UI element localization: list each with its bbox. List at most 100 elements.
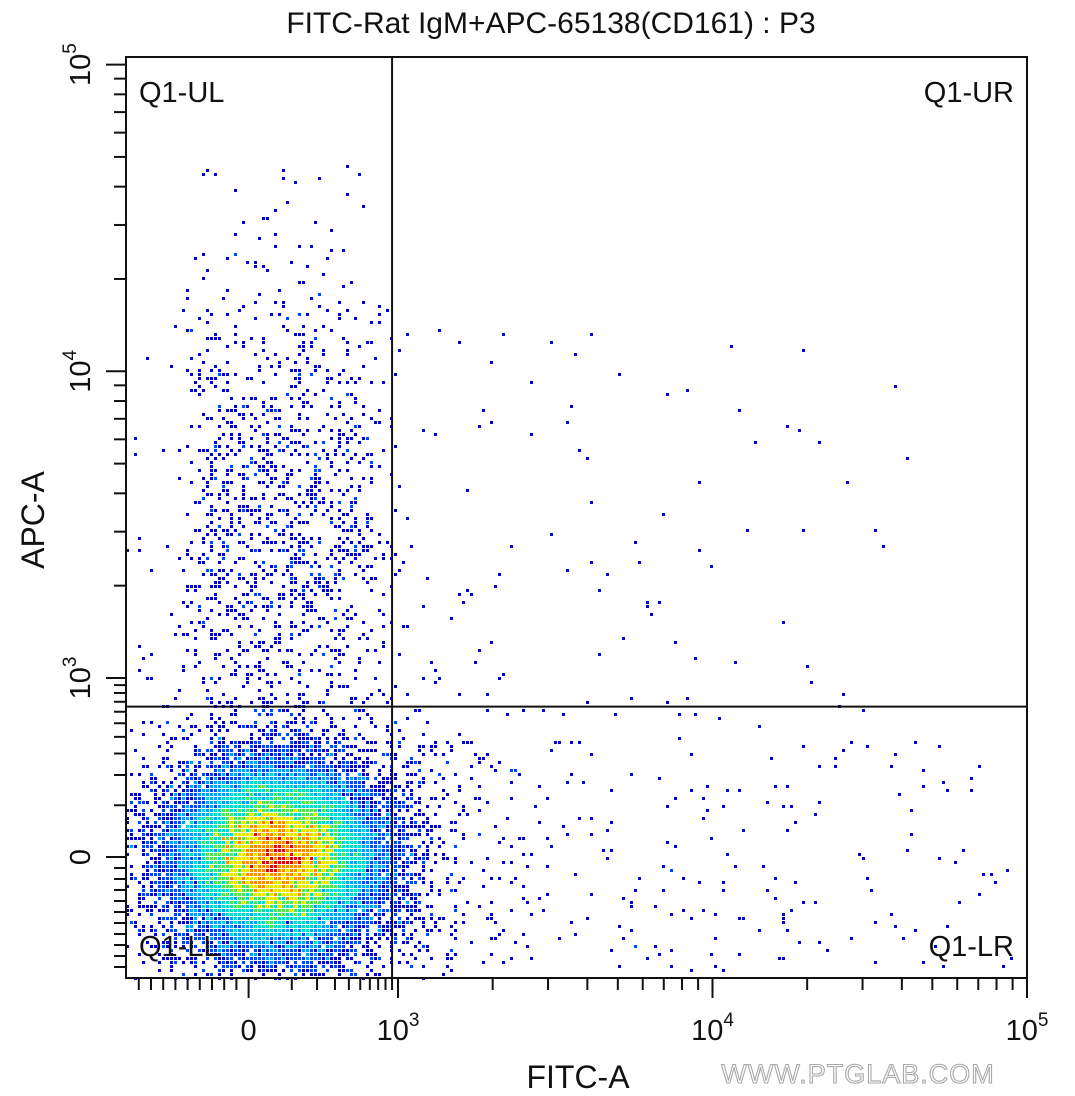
event-bin <box>222 749 225 752</box>
event-bin <box>394 913 397 916</box>
event-bin <box>802 529 805 532</box>
event-bin <box>202 361 205 364</box>
event-bin <box>338 685 341 688</box>
event-bin <box>194 653 197 656</box>
event-bin <box>362 809 365 812</box>
event-bin <box>330 717 333 720</box>
event-bin <box>306 877 309 880</box>
event-bin <box>366 521 369 524</box>
event-bin <box>354 953 357 956</box>
event-bin <box>306 401 309 404</box>
event-bin <box>306 773 309 776</box>
event-bin <box>322 825 325 828</box>
event-bin <box>318 881 321 884</box>
event-bin <box>230 909 233 912</box>
event-bin <box>310 781 313 784</box>
event-bin <box>450 889 453 892</box>
event-bin <box>314 845 317 848</box>
event-bin <box>158 885 161 888</box>
event-bin <box>270 817 273 820</box>
event-bin <box>238 765 241 768</box>
event-bin <box>358 861 361 864</box>
event-bin <box>198 449 201 452</box>
event-bin <box>190 733 193 736</box>
event-bin <box>910 809 913 812</box>
event-bin <box>302 537 305 540</box>
event-bin <box>278 957 281 960</box>
event-bin <box>418 745 421 748</box>
event-bin <box>246 797 249 800</box>
event-bin <box>342 949 345 952</box>
event-bin <box>302 693 305 696</box>
event-bin <box>186 929 189 932</box>
event-bin <box>166 813 169 816</box>
event-bin <box>138 801 141 804</box>
event-bin <box>154 933 157 936</box>
event-bin <box>238 781 241 784</box>
event-bin <box>182 809 185 812</box>
event-bin <box>370 917 373 920</box>
event-bin <box>198 849 201 852</box>
event-bin <box>234 849 237 852</box>
event-bin <box>218 717 221 720</box>
event-bin <box>198 753 201 756</box>
event-bin <box>190 865 193 868</box>
event-bin <box>214 445 217 448</box>
event-bin <box>370 837 373 840</box>
event-bin <box>190 785 193 788</box>
event-bin <box>322 853 325 856</box>
event-bin <box>318 757 321 760</box>
event-bin <box>386 885 389 888</box>
event-bin <box>158 869 161 872</box>
event-bin <box>242 509 245 512</box>
event-bin <box>318 469 321 472</box>
event-bin <box>278 869 281 872</box>
event-bin <box>334 745 337 748</box>
event-bin <box>166 929 169 932</box>
event-bin <box>290 453 293 456</box>
event-bin <box>150 905 153 908</box>
event-bin <box>666 841 669 844</box>
event-bin <box>298 849 301 852</box>
event-bin <box>186 289 189 292</box>
event-bin <box>274 837 277 840</box>
event-bin <box>210 865 213 868</box>
event-bin <box>350 541 353 544</box>
event-bin <box>222 901 225 904</box>
event-bin <box>286 881 289 884</box>
event-bin <box>334 845 337 848</box>
event-bin <box>190 917 193 920</box>
event-bin <box>278 865 281 868</box>
event-bin <box>318 365 321 368</box>
event-bin <box>490 765 493 768</box>
event-bin <box>298 877 301 880</box>
event-bin <box>206 849 209 852</box>
event-bin <box>266 485 269 488</box>
event-bin <box>258 797 261 800</box>
event-bin <box>318 853 321 856</box>
event-bin <box>222 433 225 436</box>
event-bin <box>174 841 177 844</box>
event-bin <box>382 913 385 916</box>
event-bin <box>298 769 301 772</box>
event-bin <box>478 833 481 836</box>
event-bin <box>382 897 385 900</box>
event-bin <box>366 861 369 864</box>
event-bin <box>298 669 301 672</box>
event-bin <box>150 881 153 884</box>
event-bin <box>206 909 209 912</box>
event-bin <box>278 949 281 952</box>
event-bin <box>366 801 369 804</box>
event-bin <box>382 625 385 628</box>
event-bin <box>474 753 477 756</box>
event-bin <box>190 761 193 764</box>
event-bin <box>226 257 229 260</box>
event-bin <box>246 741 249 744</box>
event-bin <box>342 837 345 840</box>
event-bin <box>326 833 329 836</box>
event-bin <box>270 821 273 824</box>
event-bin <box>178 849 181 852</box>
event-bin <box>286 873 289 876</box>
event-bin <box>230 917 233 920</box>
event-bin <box>218 561 221 564</box>
